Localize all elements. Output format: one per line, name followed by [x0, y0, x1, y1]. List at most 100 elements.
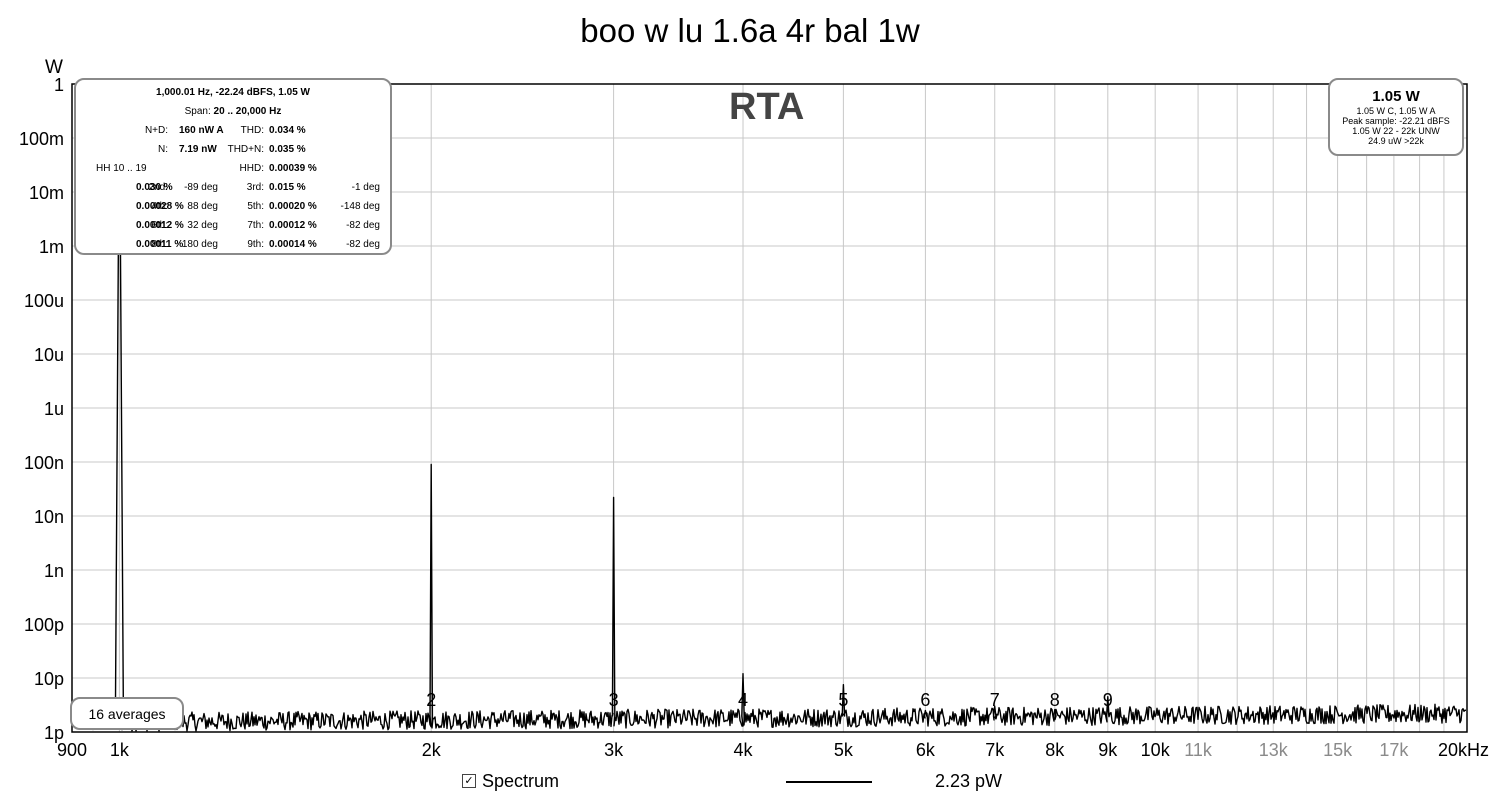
harmonic-peak-label: 9 — [1103, 690, 1113, 710]
harmonic-peak-label: 6 — [920, 690, 930, 710]
level-line: 1.05 W C, 1.05 W A — [1356, 106, 1436, 116]
harmonic-value: 0.00012 % — [269, 220, 317, 231]
harmonic-peak-label: 8 — [1050, 690, 1060, 710]
harmonic-label: 3rd: — [246, 182, 264, 193]
harmonic-label: 7th: — [247, 220, 264, 231]
harmonic-phase: -1 deg — [351, 182, 380, 193]
y-tick-label: 10u — [34, 345, 64, 365]
harmonic-phase: -148 deg — [340, 201, 380, 212]
nd-value: 160 nW A — [179, 125, 224, 136]
nd-label: N+D: — [144, 125, 168, 136]
x-tick-label: 13k — [1259, 740, 1289, 760]
y-tick-label: 1p — [44, 723, 64, 743]
harmonic-peak-label: 7 — [990, 690, 1000, 710]
legend-label: Spectrum — [482, 771, 560, 791]
hh-label: HH 10 .. 19 — [96, 163, 147, 174]
averages-badge[interactable]: 16 averages — [70, 697, 184, 730]
hhd-label: HHD: — [239, 163, 264, 174]
x-tick-label: 7k — [985, 740, 1005, 760]
x-tick-label: 11k — [1184, 740, 1213, 760]
y-axis-tick-labels: 1 100m 10m 1m 100u 10u 1u 100n 10n 1n 100p 10p 1p — [19, 75, 64, 743]
x-tick-label: 20kHz — [1438, 740, 1489, 760]
harmonic-label: 4th: — [151, 201, 168, 212]
level-readout-panel[interactable]: 1.05 W 1.05 W C, 1.05 W A Peak sample: -… — [1328, 78, 1464, 156]
x-tick-label: 8k — [1045, 740, 1065, 760]
thdn-label: THD+N: — [227, 144, 264, 155]
x-tick-label: 4k — [734, 740, 754, 760]
plot-frame — [71, 83, 1468, 733]
y-tick-label: 1n — [44, 561, 64, 581]
x-tick-label: 5k — [834, 740, 854, 760]
level-line: 1.05 W 22 - 22k UNW — [1352, 126, 1440, 136]
harmonic-peak-label: 5 — [838, 690, 848, 710]
x-tick-label: 10k — [1141, 740, 1171, 760]
harmonic-value: 0.00028 % — [136, 201, 184, 212]
y-axis-unit: W — [45, 57, 63, 78]
harmonic-label: 2nd: — [148, 182, 168, 193]
harmonic-row: 8th: 0.00011 % 180 deg 9th: 0.00014 % -82 deg — [76, 239, 390, 258]
harmonic-peak-label: 4 — [738, 690, 748, 710]
harmonic-phase: 88 deg — [187, 201, 218, 212]
harmonic-peak-label: 3 — [609, 690, 619, 710]
n-label: N: — [158, 144, 168, 155]
thd-value: 0.034 % — [269, 125, 306, 136]
legend: ✓ Spectrum 2.23 pW — [460, 771, 1060, 795]
y-tick-label: 10n — [34, 507, 64, 527]
harmonic-phase: 180 deg — [181, 239, 218, 250]
harmonic-row: 2nd: 0.030 % -89 deg 3rd: 0.015 % -1 deg — [76, 182, 390, 201]
hhd-value: 0.00039 % — [269, 163, 317, 174]
x-tick-label: 15k — [1323, 740, 1353, 760]
y-tick-label: 1m — [39, 237, 64, 257]
span-readout: Span: 20 .. 20,000 Hz — [184, 106, 282, 117]
x-axis-tick-labels: 900 1k 2k 3k 4k 5k 6k 7k 8k 9k 10k 11k 13k 15k 17k 20kH… — [57, 740, 1489, 760]
harmonic-label: 9th: — [247, 239, 264, 250]
legend-line-swatch — [786, 781, 872, 783]
chart-title: boo w lu 1.6a 4r bal 1w — [580, 12, 920, 49]
distortion-stats-panel[interactable]: 1,000.01 Hz, -22.24 dBFS, 1.05 W Span: 2… — [74, 78, 392, 255]
level-line: Peak sample: -22.21 dBFS — [1342, 116, 1450, 126]
y-tick-label: 1 — [54, 75, 64, 95]
y-tick-label: 100u — [24, 291, 64, 311]
harmonic-label: 8th: — [151, 239, 168, 250]
harmonic-phase: -82 deg — [346, 220, 380, 231]
harmonic-row: 4th: 0.00028 % 88 deg 5th: 0.00020 % -148 deg — [76, 201, 390, 220]
fundamental-readout: 1,000.01 Hz, -22.24 dBFS, 1.05 W — [156, 87, 310, 98]
y-tick-label: 10m — [29, 183, 64, 203]
y-tick-label: 10p — [34, 669, 64, 689]
harmonic-labels: 2 3 4 5 6 7 8 9 — [426, 690, 1113, 710]
stats-row: N+D: 160 nW A THD: 0.034 % — [76, 125, 390, 144]
harmonic-phase: 32 deg — [187, 220, 218, 231]
thd-label: THD: — [240, 125, 264, 136]
x-tick-label: 6k — [916, 740, 936, 760]
n-value: 7.19 nW — [179, 144, 217, 155]
legend-value: 2.23 pW — [935, 771, 1003, 791]
stats-row: HH 10 .. 19 HHD: 0.00039 % — [76, 163, 390, 182]
x-tick-label: 17k — [1379, 740, 1409, 760]
harmonic-phase: -89 deg — [184, 182, 218, 193]
spectrum-checkbox[interactable]: ✓ — [462, 774, 476, 788]
level-main: 1.05 W — [1372, 88, 1420, 105]
thdn-value: 0.035 % — [269, 144, 306, 155]
harmonic-value: 0.015 % — [269, 182, 306, 193]
y-tick-label: 100n — [24, 453, 64, 473]
x-tick-label: 900 — [57, 740, 87, 760]
level-line: 24.9 uW >22k — [1368, 136, 1424, 146]
y-tick-label: 100m — [19, 129, 64, 149]
harmonic-label: 5th: — [247, 201, 264, 212]
harmonic-value: 0.00011 % — [136, 239, 184, 250]
x-tick-label: 3k — [604, 740, 624, 760]
rta-watermark: RTA — [729, 86, 805, 128]
stats-row: N: 7.19 nW THD+N: 0.035 % — [76, 144, 390, 163]
x-tick-label: 1k — [110, 740, 130, 760]
x-tick-label: 2k — [422, 740, 442, 760]
harmonic-value: 0.030 % — [136, 182, 173, 193]
spectrum-trace — [72, 82, 1467, 732]
harmonic-label: 6th: — [151, 220, 168, 231]
harmonic-value: 0.00020 % — [269, 201, 317, 212]
y-tick-label: 1u — [44, 399, 64, 419]
harmonic-phase: -82 deg — [346, 239, 380, 250]
x-tick-label: 9k — [1098, 740, 1118, 760]
y-tick-label: 100p — [24, 615, 64, 635]
harmonic-value: 0.00014 % — [269, 239, 317, 250]
